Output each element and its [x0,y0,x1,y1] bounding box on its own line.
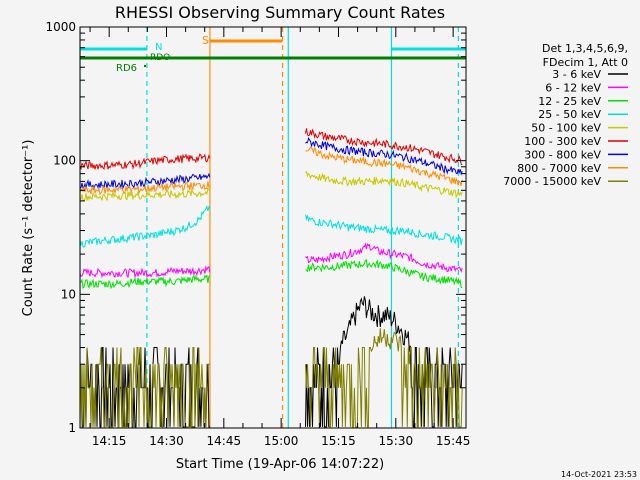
series-line-3-1 [305,214,463,246]
legend-header: FDecim 1, Att 0 [543,56,628,69]
series-line-0-1 [305,296,463,428]
x-tick-label: 15:30 [379,434,414,448]
chart-title: RHESSI Observing Summary Count Rates [115,3,445,22]
x-axis-label: Start Time (19-Apr-06 14:07:22) [176,457,384,472]
x-tick-label: 14:30 [149,434,184,448]
series-line-5-1 [305,128,463,166]
series-line-8-1 [305,328,463,428]
y-tick-label: 100 [53,154,76,168]
legend-label: 12 - 25 keV [538,95,601,108]
y-axis-label: Count Rate (s⁻¹ detector⁻¹) [21,140,36,317]
series-line-6-1 [305,137,463,176]
series-line-7-0 [80,181,210,196]
series-line-4-0 [80,187,211,202]
flag-label-n: N [155,42,162,53]
series-line-2-0 [80,274,211,290]
flag-label-rdo: RDO [150,53,170,63]
legend-label: 100 - 300 keV [524,135,601,148]
legend-label: 25 - 50 keV [538,108,601,121]
x-tick-label: 15:00 [264,434,299,448]
series-25-50-kev [80,204,463,248]
series-line-7-1 [305,146,463,186]
y-tick-label: 1 [68,421,76,435]
series-800-7000-kev [80,146,463,196]
legend: Det 1,3,4,5,6,9,FDecim 1, Att 03 - 6 keV… [503,42,628,188]
series-line-8-0 [80,347,210,428]
legend-label: 300 - 800 keV [524,148,601,161]
series-7000-15000-kev [80,328,463,428]
y-tick-label: 1000 [45,20,76,34]
legend-header: Det 1,3,4,5,6,9, [542,42,628,55]
series-line-1-1 [305,242,463,274]
series-line-6-0 [80,172,211,191]
series-6-12-kev [80,242,463,279]
x-tick-label: 15:15 [321,434,356,448]
legend-label: 6 - 12 keV [545,81,601,94]
rd6-marker [144,65,146,67]
series-100-300-kev [80,128,463,171]
plot-area [80,27,466,428]
flag-label-rd6: RD6 [116,63,137,74]
series-line-1-0 [80,265,211,279]
series-50-100-kev [80,170,463,202]
series-line-5-0 [80,153,211,171]
y-tick-label: 10 [61,287,76,301]
series-12-25-kev [80,259,463,290]
series-line-2-1 [305,259,463,289]
plot-layer [80,27,466,428]
flag-label-s: S [202,34,209,47]
legend-label: 800 - 7000 keV [517,162,601,175]
timestamp-label: 14-Oct-2021 23:53 [561,470,637,479]
series-line-4-1 [305,170,463,199]
x-tick-label: 14:15 [92,434,127,448]
x-tick-label: 14:45 [207,434,242,448]
plot-frame [79,26,467,429]
x-tick-label: 15:45 [436,434,471,448]
legend-label: 7000 - 15000 keV [503,175,601,188]
series-300-800-kev [80,137,463,191]
legend-label: 3 - 6 keV [552,68,601,81]
legend-label: 50 - 100 keV [531,122,601,135]
series-line-3-0 [80,204,211,248]
